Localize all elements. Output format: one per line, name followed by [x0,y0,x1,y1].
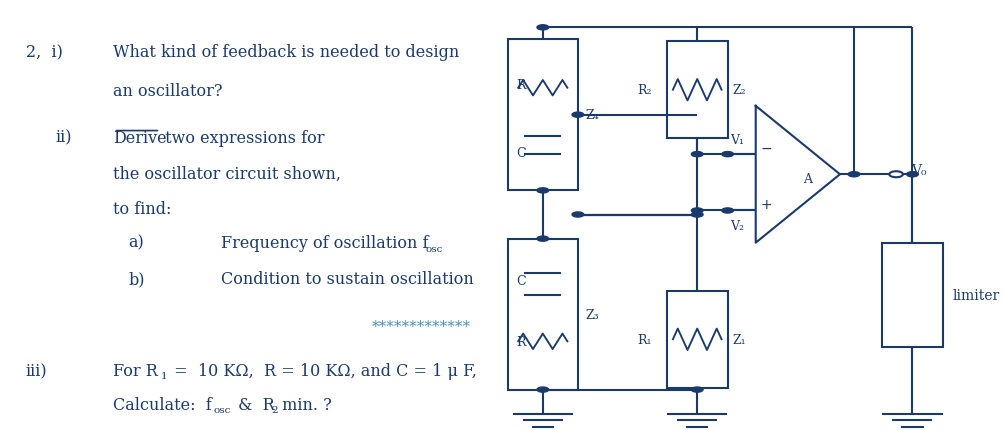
Text: A: A [803,172,812,186]
Text: the oscillator circuit shown,: the oscillator circuit shown, [114,166,341,183]
Circle shape [691,209,703,214]
Circle shape [572,212,583,218]
Text: R₁: R₁ [638,333,652,346]
Text: V₁: V₁ [730,133,744,146]
Text: 2: 2 [272,405,278,415]
Text: *************: ************* [372,319,471,334]
Text: V₀: V₀ [910,163,927,178]
Text: Z₁: Z₁ [732,333,746,346]
Text: osc: osc [214,405,231,415]
Text: limiter: limiter [953,289,1000,302]
Bar [508,239,577,390]
Bar [667,42,727,139]
Text: osc: osc [426,244,443,253]
Circle shape [721,209,733,214]
Circle shape [691,212,703,218]
Text: b): b) [128,270,145,288]
Text: two expressions for: two expressions for [160,129,325,147]
Text: ii): ii) [55,129,71,147]
Text: R₂: R₂ [638,84,652,97]
Circle shape [721,152,733,157]
Text: C: C [516,275,526,288]
Circle shape [537,188,548,194]
Text: a): a) [128,234,144,251]
Text: +: + [761,198,773,212]
Text: What kind of feedback is needed to design: What kind of feedback is needed to desig… [114,44,460,61]
Bar [882,243,943,347]
Circle shape [537,237,548,242]
Text: an oscillator?: an oscillator? [114,83,223,99]
Circle shape [537,387,548,392]
Text: R: R [516,79,526,92]
Text: =  10 KΩ,  R = 10 KΩ, and C = 1 μ F,: = 10 KΩ, R = 10 KΩ, and C = 1 μ F, [169,362,477,379]
Circle shape [572,113,583,118]
Text: V₂: V₂ [730,220,744,233]
Text: to find:: to find: [114,200,172,217]
Text: Derive: Derive [114,129,167,147]
Circle shape [537,26,548,31]
Text: &  R: & R [233,396,276,414]
Text: 2,  i): 2, i) [26,44,62,61]
Text: Condition to sustain oscillation: Condition to sustain oscillation [220,270,474,288]
Text: For R: For R [114,362,158,379]
Text: Calculate:  f: Calculate: f [114,396,212,414]
Circle shape [906,172,918,178]
Text: R: R [516,335,526,348]
Text: Z₄: Z₄ [585,109,600,122]
Circle shape [691,152,703,157]
Bar [508,40,577,191]
Text: 1: 1 [160,372,167,381]
Text: Z₃: Z₃ [585,308,600,321]
Circle shape [848,172,860,178]
Text: Z₂: Z₂ [732,84,746,97]
Text: min. ?: min. ? [278,396,332,414]
Circle shape [691,387,703,392]
Text: Frequency of oscillation f: Frequency of oscillation f [220,234,429,251]
Text: −: − [761,141,773,155]
Bar [667,291,727,388]
Text: iii): iii) [26,362,47,379]
Text: C: C [516,147,526,160]
